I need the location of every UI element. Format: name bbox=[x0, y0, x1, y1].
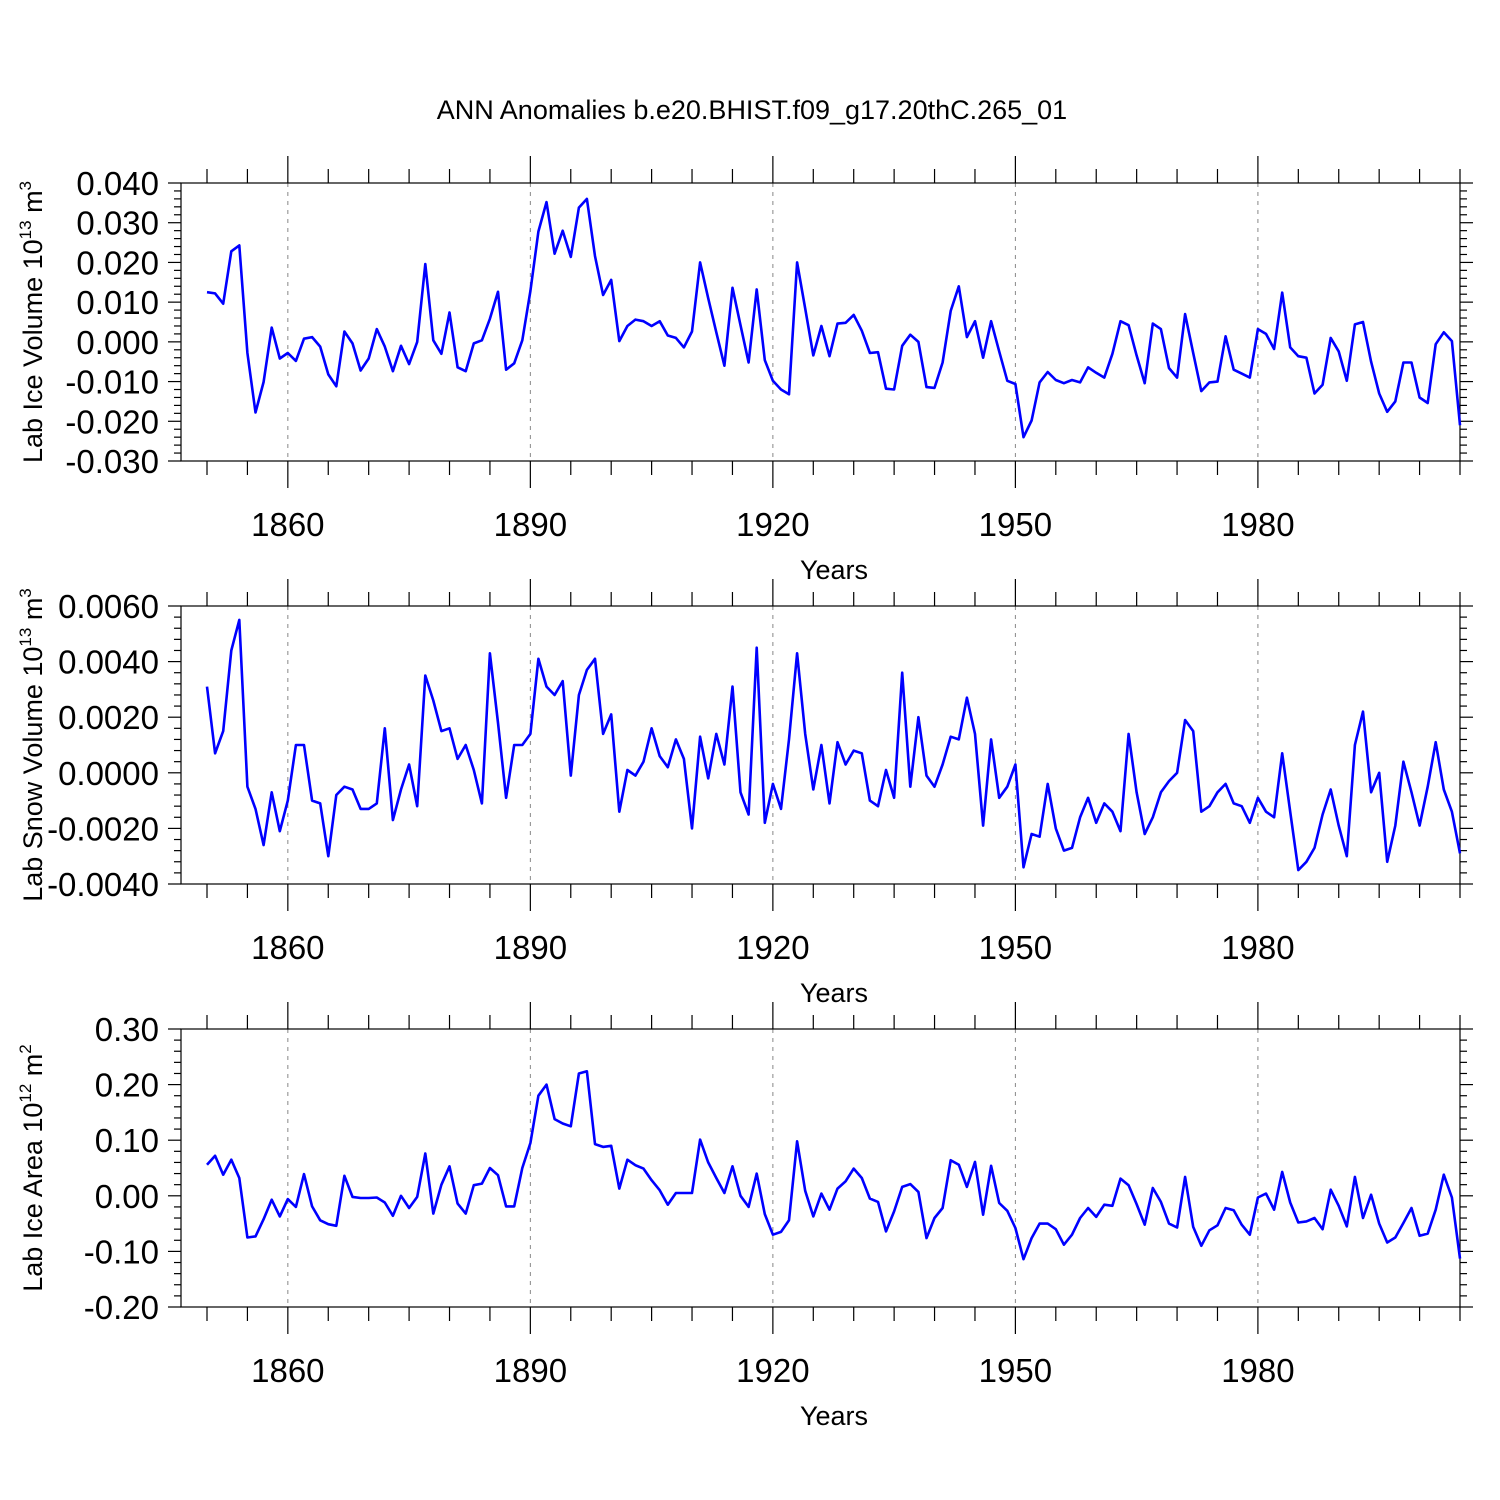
x-tick-label: 1980 bbox=[1221, 929, 1294, 966]
y-tick-label: 0.00 bbox=[95, 1178, 159, 1215]
y-tick-label: 0.0040 bbox=[58, 644, 159, 681]
x-axis-title: Years bbox=[800, 555, 868, 585]
y-tick-label: 0.020 bbox=[76, 244, 159, 281]
chart-panel: -0.030-0.020-0.0100.0000.0100.0200.0300.… bbox=[16, 156, 1473, 585]
x-tick-label: 1920 bbox=[736, 929, 809, 966]
plot-frame bbox=[180, 605, 1461, 885]
series-line bbox=[205, 618, 1462, 872]
y-tick-label: -0.010 bbox=[65, 364, 159, 401]
figure-title: ANN Anomalies b.e20.BHIST.f09_g17.20thC.… bbox=[437, 95, 1067, 125]
y-tick-label: -0.0020 bbox=[47, 810, 159, 847]
y-tick-label: -0.0040 bbox=[47, 866, 159, 903]
y-axis-title: Lab Ice Volume 1013 m3 bbox=[16, 181, 48, 463]
x-tick-label: 1950 bbox=[979, 929, 1052, 966]
x-tick-label: 1980 bbox=[1221, 506, 1294, 543]
x-tick-label: 1890 bbox=[494, 1352, 567, 1389]
y-tick-label: 0.010 bbox=[76, 284, 159, 321]
y-tick-label: 0.0000 bbox=[58, 755, 159, 792]
y-tick-label: 0.040 bbox=[76, 165, 159, 202]
y-tick-label: 0.30 bbox=[95, 1011, 159, 1048]
y-tick-label: 0.20 bbox=[95, 1067, 159, 1104]
y-tick-label: 0.0020 bbox=[58, 699, 159, 736]
x-tick-label: 1890 bbox=[494, 929, 567, 966]
chart-panel: -0.20 -0.10 0.00 0.10 0.20 0.30 1860 1890 1920 19… bbox=[16, 1002, 1473, 1431]
y-axis-title: Lab Ice Area 1012 m2 bbox=[16, 1044, 48, 1292]
y-tick-label: 0.0060 bbox=[58, 588, 159, 625]
x-tick-label: 1920 bbox=[736, 1352, 809, 1389]
panels: -0.030-0.020-0.0100.0000.0100.0200.0300.… bbox=[16, 156, 1473, 1431]
x-tick-label: 1860 bbox=[251, 929, 324, 966]
series-line bbox=[206, 197, 1462, 439]
series-line bbox=[206, 1070, 1462, 1261]
chart-panel: -0.0040 -0.0020 0.0000 0.0020 0.0040 0.0060 18… bbox=[16, 579, 1473, 1008]
plot-frame bbox=[180, 182, 1461, 462]
x-tick-label: 1860 bbox=[251, 506, 324, 543]
x-tick-label: 1980 bbox=[1221, 1352, 1294, 1389]
x-axis-title: Years bbox=[800, 1401, 868, 1431]
y-axis-title: Lab Snow Volume 1013 m3 bbox=[16, 588, 48, 902]
y-tick-label: 0.10 bbox=[95, 1122, 159, 1159]
x-tick-label: 1860 bbox=[251, 1352, 324, 1389]
y-tick-label: 0.000 bbox=[76, 324, 159, 361]
x-tick-label: 1920 bbox=[736, 506, 809, 543]
y-tick-label: -0.20 bbox=[84, 1289, 159, 1326]
plot-frame bbox=[180, 1028, 1461, 1308]
x-tick-label: 1950 bbox=[979, 506, 1052, 543]
y-tick-label: -0.020 bbox=[65, 403, 159, 440]
x-tick-label: 1950 bbox=[979, 1352, 1052, 1389]
y-tick-label: -0.10 bbox=[84, 1233, 159, 1270]
x-axis-title: Years bbox=[800, 978, 868, 1008]
x-tick-label: 1890 bbox=[494, 506, 567, 543]
y-tick-label: -0.030 bbox=[65, 443, 159, 480]
y-tick-label: 0.030 bbox=[76, 205, 159, 242]
